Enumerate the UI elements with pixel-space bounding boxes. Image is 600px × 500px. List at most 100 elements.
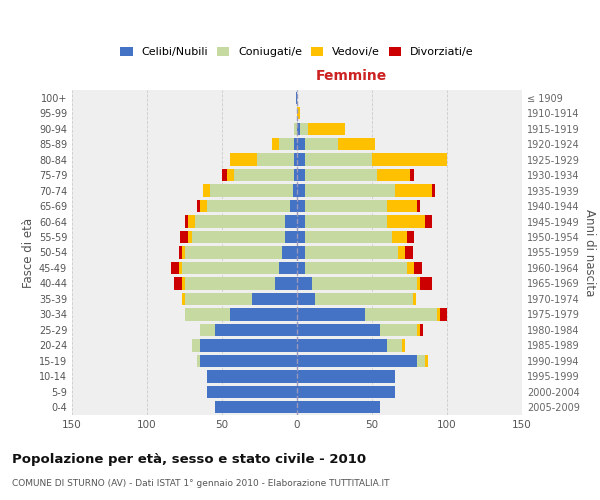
Bar	[271, 138, 279, 150]
Bar	[229, 154, 257, 166]
Bar	[210, 184, 293, 197]
Bar	[207, 370, 297, 382]
Bar	[279, 138, 294, 150]
Bar	[185, 308, 229, 320]
Bar	[185, 292, 252, 305]
Bar	[405, 246, 413, 258]
Bar	[207, 386, 297, 398]
Bar	[305, 184, 395, 197]
Bar	[432, 184, 435, 197]
Bar	[222, 169, 227, 181]
Bar	[402, 339, 405, 351]
Bar	[297, 401, 380, 413]
Bar	[387, 216, 425, 228]
Bar	[365, 308, 437, 320]
Bar	[297, 200, 305, 212]
Bar	[377, 169, 409, 181]
Bar	[297, 246, 305, 258]
Bar	[197, 354, 199, 367]
Bar	[425, 354, 427, 367]
Bar	[185, 278, 275, 289]
Bar	[407, 262, 414, 274]
Bar	[297, 278, 312, 289]
Bar	[297, 184, 305, 197]
Bar	[398, 246, 405, 258]
Bar	[285, 231, 297, 243]
Bar	[297, 154, 305, 166]
Bar	[279, 262, 297, 274]
Bar	[297, 292, 315, 305]
Bar	[297, 324, 380, 336]
Bar	[297, 169, 305, 181]
Bar	[297, 231, 305, 243]
Bar	[387, 200, 417, 212]
Bar	[227, 169, 234, 181]
Bar	[387, 339, 402, 351]
Bar	[174, 278, 182, 289]
Bar	[199, 354, 297, 367]
Y-axis label: Fasce di età: Fasce di età	[22, 218, 35, 288]
Bar	[372, 154, 447, 166]
Bar	[297, 386, 395, 398]
Bar	[215, 324, 297, 336]
Bar	[425, 216, 432, 228]
Bar	[300, 122, 308, 135]
Bar	[380, 324, 417, 336]
Y-axis label: Anni di nascita: Anni di nascita	[583, 209, 596, 296]
Bar	[171, 262, 179, 274]
Bar	[439, 308, 447, 320]
Bar	[305, 216, 387, 228]
Text: Femmine: Femmine	[316, 70, 386, 84]
Bar	[305, 231, 392, 243]
Bar	[182, 262, 279, 274]
Bar	[182, 246, 185, 258]
Bar	[182, 278, 185, 289]
Bar	[305, 169, 377, 181]
Bar	[417, 324, 420, 336]
Bar	[297, 107, 300, 120]
Bar	[305, 138, 337, 150]
Bar	[409, 169, 414, 181]
Bar	[229, 308, 297, 320]
Bar	[420, 278, 432, 289]
Bar	[203, 184, 210, 197]
Bar	[417, 200, 420, 212]
Bar	[312, 278, 417, 289]
Bar	[285, 216, 297, 228]
Bar	[417, 278, 420, 289]
Text: COMUNE DI STURNO (AV) - Dati ISTAT 1° gennaio 2010 - Elaborazione TUTTITALIA.IT: COMUNE DI STURNO (AV) - Dati ISTAT 1° ge…	[12, 479, 389, 488]
Bar	[407, 231, 414, 243]
Bar	[305, 262, 407, 274]
Bar	[197, 200, 199, 212]
Bar	[199, 324, 215, 336]
Bar	[192, 231, 285, 243]
Bar	[185, 246, 282, 258]
Bar	[257, 154, 294, 166]
Bar	[296, 92, 297, 104]
Bar	[417, 354, 425, 367]
Bar	[305, 154, 372, 166]
Bar	[315, 292, 413, 305]
Legend: Celibi/Nubili, Coniugati/e, Vedovi/e, Divorziati/e: Celibi/Nubili, Coniugati/e, Vedovi/e, Di…	[121, 47, 473, 58]
Bar	[294, 122, 297, 135]
Bar	[297, 308, 365, 320]
Bar	[179, 246, 182, 258]
Bar	[294, 169, 297, 181]
Bar	[180, 231, 187, 243]
Bar	[305, 200, 387, 212]
Bar	[234, 169, 294, 181]
Bar	[414, 262, 421, 274]
Bar	[179, 262, 182, 274]
Bar	[282, 246, 297, 258]
Bar	[207, 200, 290, 212]
Bar	[395, 184, 432, 197]
Bar	[437, 308, 439, 320]
Bar	[294, 154, 297, 166]
Bar	[187, 216, 195, 228]
Bar	[337, 138, 375, 150]
Bar	[392, 231, 407, 243]
Bar	[185, 216, 187, 228]
Bar	[252, 292, 297, 305]
Bar	[199, 339, 297, 351]
Bar	[297, 354, 417, 367]
